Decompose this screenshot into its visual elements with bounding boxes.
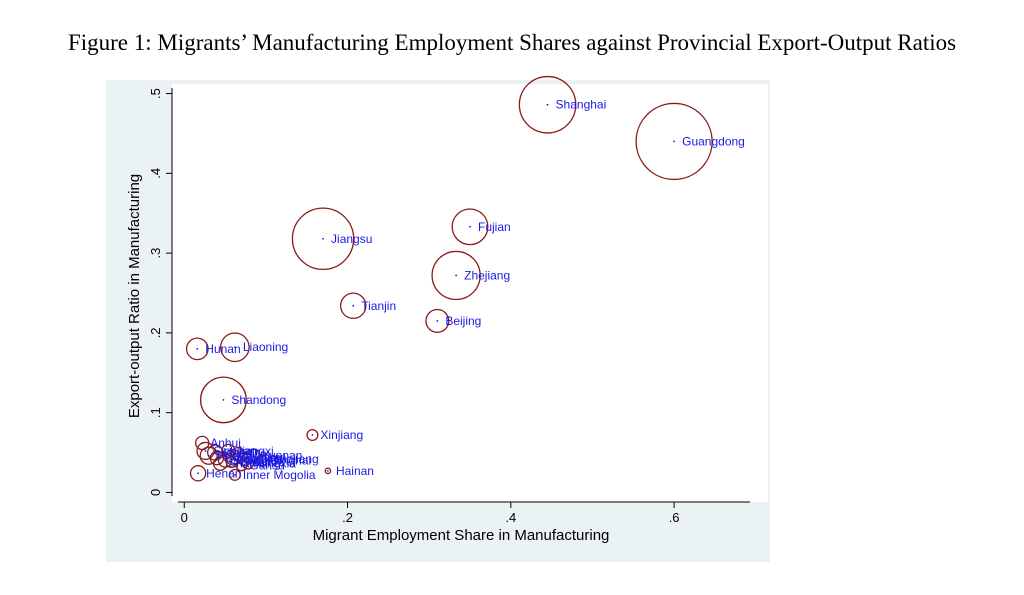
bubble-marker: [225, 456, 238, 469]
point-label: Qinghai: [270, 454, 311, 468]
bubble-marker: [255, 454, 268, 467]
y-tick-label: .2: [148, 327, 163, 338]
x-tick-label: 0: [181, 510, 188, 525]
bubble-marker: [199, 376, 247, 424]
x-ticks: 0 .2 .4 .6: [181, 502, 680, 525]
point-label: Zhejiang: [464, 268, 510, 282]
figure-title: Figure 1: Migrants’ Manufacturing Employ…: [67, 30, 957, 55]
point-labels: Guangdong Shanghai Jiangsu Fujian Zhejiang Ti…: [205, 98, 745, 482]
bubble-marker: [241, 457, 254, 470]
point-label: Gansu: [249, 458, 284, 472]
y-tick-label: .1: [148, 407, 163, 418]
bubble-marker: [518, 75, 577, 134]
point-label: Shaanxi: [233, 454, 276, 468]
bubble-marker: [306, 428, 319, 442]
point-label: Guizhou: [240, 455, 285, 469]
bubble-marker: [196, 441, 215, 461]
point-dot: [673, 140, 676, 143]
point-label: Hebei: [217, 449, 248, 463]
point-dot: [204, 450, 207, 452]
point-label: Shandong: [231, 393, 286, 407]
point-label: Jiangsu: [331, 232, 372, 246]
point-label: Tianjin: [361, 299, 396, 313]
bubble-marker: [219, 332, 250, 363]
y-tick-label: .5: [148, 88, 163, 99]
point-dot: [197, 472, 200, 475]
point-dot: [455, 274, 458, 277]
point-dot: [247, 462, 249, 465]
bubble-marker: [451, 208, 489, 246]
point-label: Xinjiang: [320, 428, 363, 442]
point-label: Shanxi: [228, 457, 265, 471]
x-tick-label: .6: [669, 510, 680, 525]
x-tick-label: .2: [342, 510, 353, 525]
y-tick-label: 0: [148, 489, 163, 496]
point-dot: [327, 469, 329, 472]
point-label: Henan: [206, 466, 241, 480]
point-dot: [233, 346, 236, 349]
point-dot: [196, 347, 199, 350]
bubble-marker: [339, 292, 367, 320]
point-label: Inner Mogolia: [243, 468, 316, 482]
bubble-marker: [228, 468, 241, 481]
bubble-marker: [291, 207, 355, 271]
point-dot: [252, 454, 255, 457]
y-tick-label: .4: [148, 168, 163, 179]
point-label: Anhui: [210, 436, 241, 450]
point-dot: [469, 225, 471, 228]
point-label: Hunan: [205, 342, 240, 356]
bubble-marker: [209, 450, 225, 466]
bubble-marker: [635, 102, 713, 181]
y-ticks: 0 .1 .2 .3 .4 .5: [148, 88, 172, 496]
point-label: Guangdong: [682, 134, 745, 148]
point-label: Yunnan: [262, 449, 303, 463]
bubble-marker: [199, 446, 218, 465]
point-dot: [436, 320, 439, 322]
point-label: Ningxia: [256, 457, 296, 471]
bubble-marker: [189, 465, 207, 482]
point-dot: [237, 453, 240, 456]
point-label: Liaoning: [243, 340, 288, 354]
point-label: Hubei: [223, 446, 254, 460]
point-dot: [546, 103, 549, 106]
bubble-marker: [324, 467, 332, 475]
x-tick-label: .4: [505, 510, 516, 525]
bubble-marker: [185, 337, 209, 361]
point-label: Heilongjiang: [253, 452, 319, 466]
point-dot: [233, 473, 236, 476]
point-dot: [230, 461, 233, 464]
point-dot: [322, 237, 324, 240]
point-dot: [216, 457, 218, 460]
point-label: Jilin: [246, 447, 267, 461]
bubble-marker: [431, 250, 481, 301]
point-label: Jiangxi: [236, 444, 273, 458]
point-dot: [311, 434, 314, 436]
point-label: Beijing: [445, 314, 481, 328]
point-label: Hainan: [336, 464, 374, 478]
point-label: Shanghai: [556, 98, 607, 112]
point-dot: [222, 398, 225, 401]
point-dot: [352, 304, 355, 307]
point-label: Fujian: [478, 220, 511, 234]
point-label: Chongqing: [225, 451, 283, 465]
point-dot: [260, 459, 263, 462]
point-label: Guangxi: [241, 450, 286, 464]
y-axis-title: Export-output Ratio in Manufacturing: [126, 174, 143, 418]
point-label: Sichuan: [213, 444, 256, 458]
x-axis-title: Migrant Employment Share in Manufacturin…: [313, 527, 610, 544]
plot-region: [172, 84, 768, 502]
bubbles: [185, 75, 713, 482]
y-tick-label: .3: [148, 248, 163, 259]
bubble-marker: [425, 308, 450, 333]
point-dot: [207, 454, 210, 457]
